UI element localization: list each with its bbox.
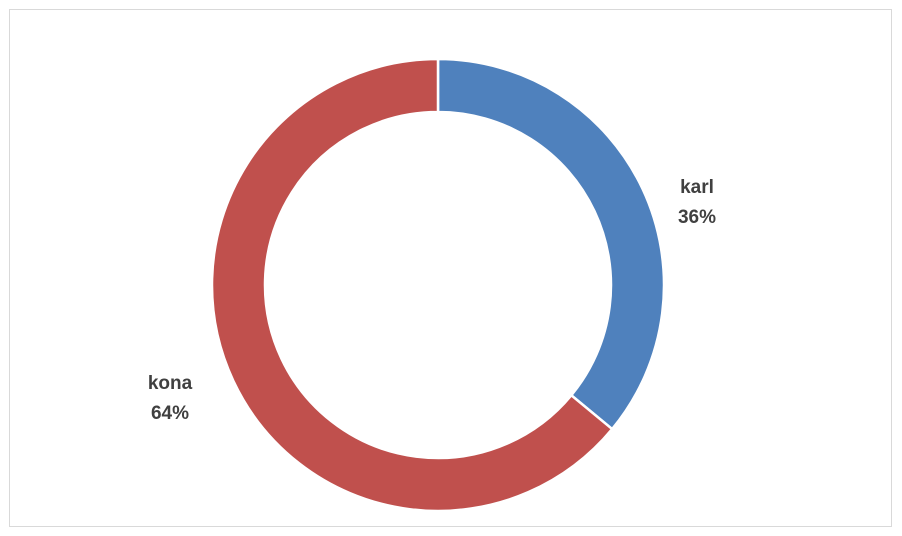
data-label-percent-kona: 64% [151, 403, 189, 424]
data-label-percent-karl: 36% [678, 207, 716, 228]
data-labels: karl 36% kona 64% [148, 177, 716, 424]
slice-karl [436, 57, 666, 431]
doughnut-slices [210, 57, 666, 513]
data-label-name-karl: karl [680, 177, 714, 198]
slice-kona [210, 57, 614, 513]
data-label-name-kona: kona [148, 373, 193, 394]
